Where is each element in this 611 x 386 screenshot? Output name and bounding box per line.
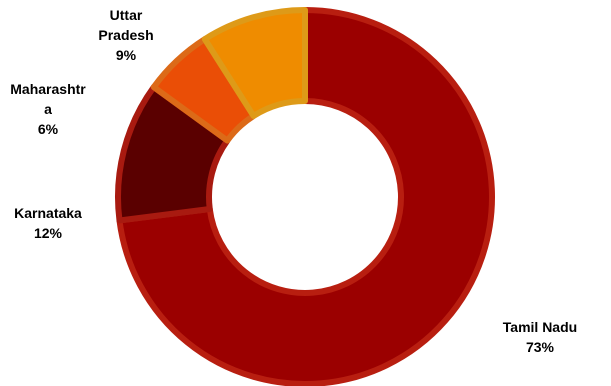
slice-label: Maharashtr a 6%	[10, 81, 86, 137]
slice-label: Tamil Nadu 73%	[503, 319, 577, 355]
slice-name: a	[44, 101, 52, 117]
slice-name: Tamil Nadu	[503, 319, 577, 335]
slice-tamil-nadu	[116, 7, 495, 386]
slice-percent: 73%	[526, 339, 555, 355]
slice-name: Karnataka	[14, 205, 82, 221]
slice-name: Uttar	[110, 7, 143, 23]
slice-name: Pradesh	[98, 27, 153, 43]
slice-percent: 9%	[116, 47, 137, 63]
slice-name: Maharashtr	[10, 81, 86, 97]
slice-percent: 6%	[38, 121, 59, 137]
slice-labels: Tamil Nadu 73% Karnataka 12% Maharashtr a 6% Ut…	[10, 7, 577, 355]
slice-label: Uttar Pradesh 9%	[98, 7, 153, 63]
donut-slices	[115, 7, 495, 386]
slice-uttarpradesh	[201, 7, 308, 119]
slice-label: Karnataka 12%	[14, 205, 82, 241]
slice-percent: 12%	[34, 225, 63, 241]
